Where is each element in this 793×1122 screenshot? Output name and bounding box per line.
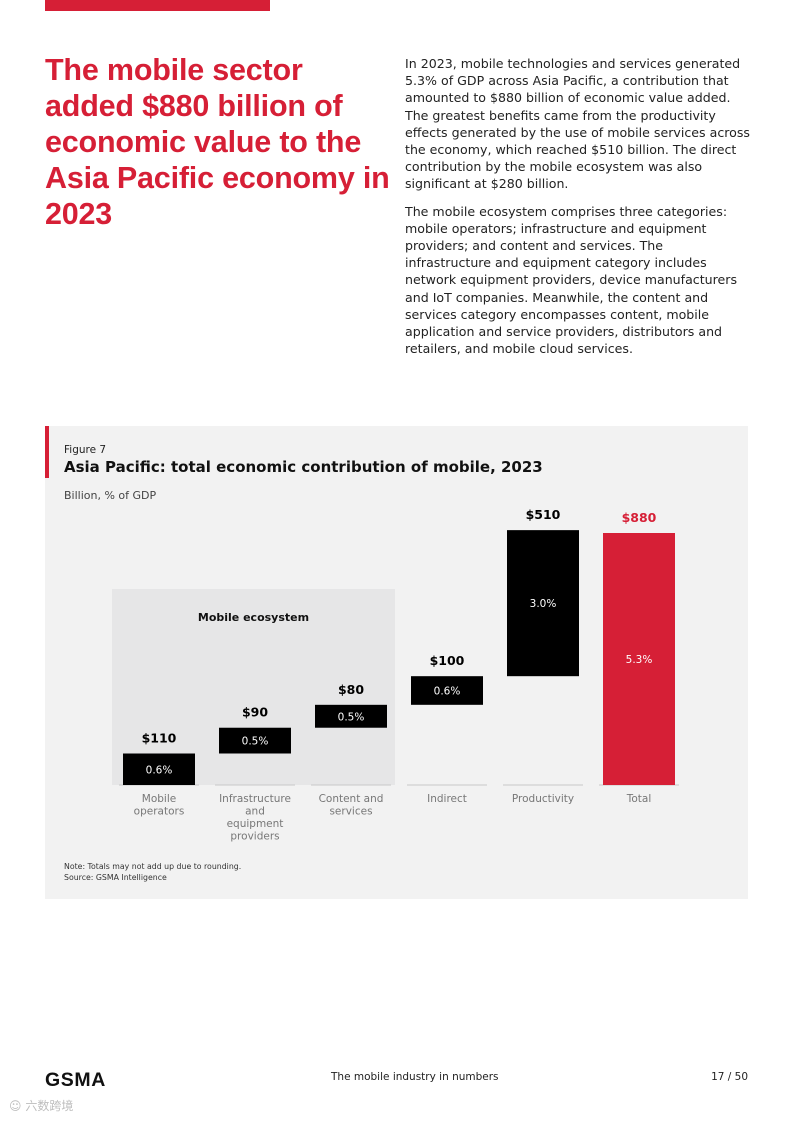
bar-value-label: $880 bbox=[622, 510, 657, 525]
figure-note: Note: Totals may not add up due to round… bbox=[64, 862, 242, 871]
bar-value-label: $110 bbox=[142, 731, 177, 746]
bar-value-label: $100 bbox=[430, 653, 465, 668]
figure-panel: Figure 7 Asia Pacific: total economic co… bbox=[45, 426, 748, 899]
figure-source: Source: GSMA Intelligence bbox=[64, 873, 167, 882]
bar bbox=[411, 676, 483, 705]
waterfall-chart: Mobile ecosystem 0.6% $110 Mobile operators 0… bbox=[112, 507, 679, 843]
bar bbox=[219, 727, 291, 754]
bar-gdp-share-label: 0.6% bbox=[146, 764, 173, 776]
intro-text: In 2023, mobile technologies and service… bbox=[405, 55, 750, 367]
figure-label: Figure 7 bbox=[64, 444, 107, 456]
bar-value-label: $80 bbox=[338, 682, 364, 697]
bar bbox=[507, 530, 579, 677]
category-label: Mobile operators bbox=[134, 793, 185, 818]
bar-gdp-share-label: 5.3% bbox=[626, 654, 653, 666]
watermark-logo-icon: ☺ bbox=[9, 1099, 22, 1113]
bar bbox=[315, 704, 387, 728]
figure-accent-bar bbox=[45, 426, 49, 478]
gsma-logo-text: GSMA bbox=[45, 1069, 106, 1090]
footer-title: The mobile industry in numbers bbox=[331, 1071, 499, 1083]
bar-gdp-share-label: 0.5% bbox=[242, 736, 269, 748]
bar bbox=[123, 753, 195, 785]
watermark: ☺ 六数跨境 bbox=[9, 1097, 73, 1114]
figure-units: Billion, % of GDP bbox=[64, 489, 157, 502]
gsma-logo: GSMA bbox=[45, 1069, 106, 1090]
category-label: Infrastructure and equipment providers bbox=[219, 793, 291, 843]
bar-value-label: $510 bbox=[526, 507, 561, 522]
figure-footnotes: Note: Totals may not add up due to round… bbox=[64, 861, 241, 883]
top-accent-bar bbox=[45, 0, 270, 11]
category-label: Total bbox=[626, 793, 652, 805]
category-label: Content and services bbox=[319, 793, 384, 818]
page-headline: The mobile sector added $880 billion of … bbox=[45, 53, 390, 231]
page-number: 17 / 50 bbox=[711, 1071, 748, 1083]
intro-paragraph-2: The mobile ecosystem comprises three cat… bbox=[405, 203, 738, 357]
bar-gdp-share-label: 3.0% bbox=[530, 598, 557, 610]
figure-title: Asia Pacific: total economic contributio… bbox=[64, 458, 543, 476]
watermark-text: 六数跨境 bbox=[25, 1099, 74, 1113]
category-label: Indirect bbox=[427, 793, 467, 805]
category-label: Productivity bbox=[512, 793, 574, 805]
mobile-ecosystem-label: Mobile ecosystem bbox=[198, 611, 309, 624]
bar-gdp-share-label: 0.5% bbox=[338, 711, 365, 723]
bar-value-label: $90 bbox=[242, 705, 268, 720]
bar-gdp-share-label: 0.6% bbox=[434, 686, 461, 698]
intro-paragraph-1: In 2023, mobile technologies and service… bbox=[405, 56, 750, 192]
bar bbox=[603, 533, 675, 785]
